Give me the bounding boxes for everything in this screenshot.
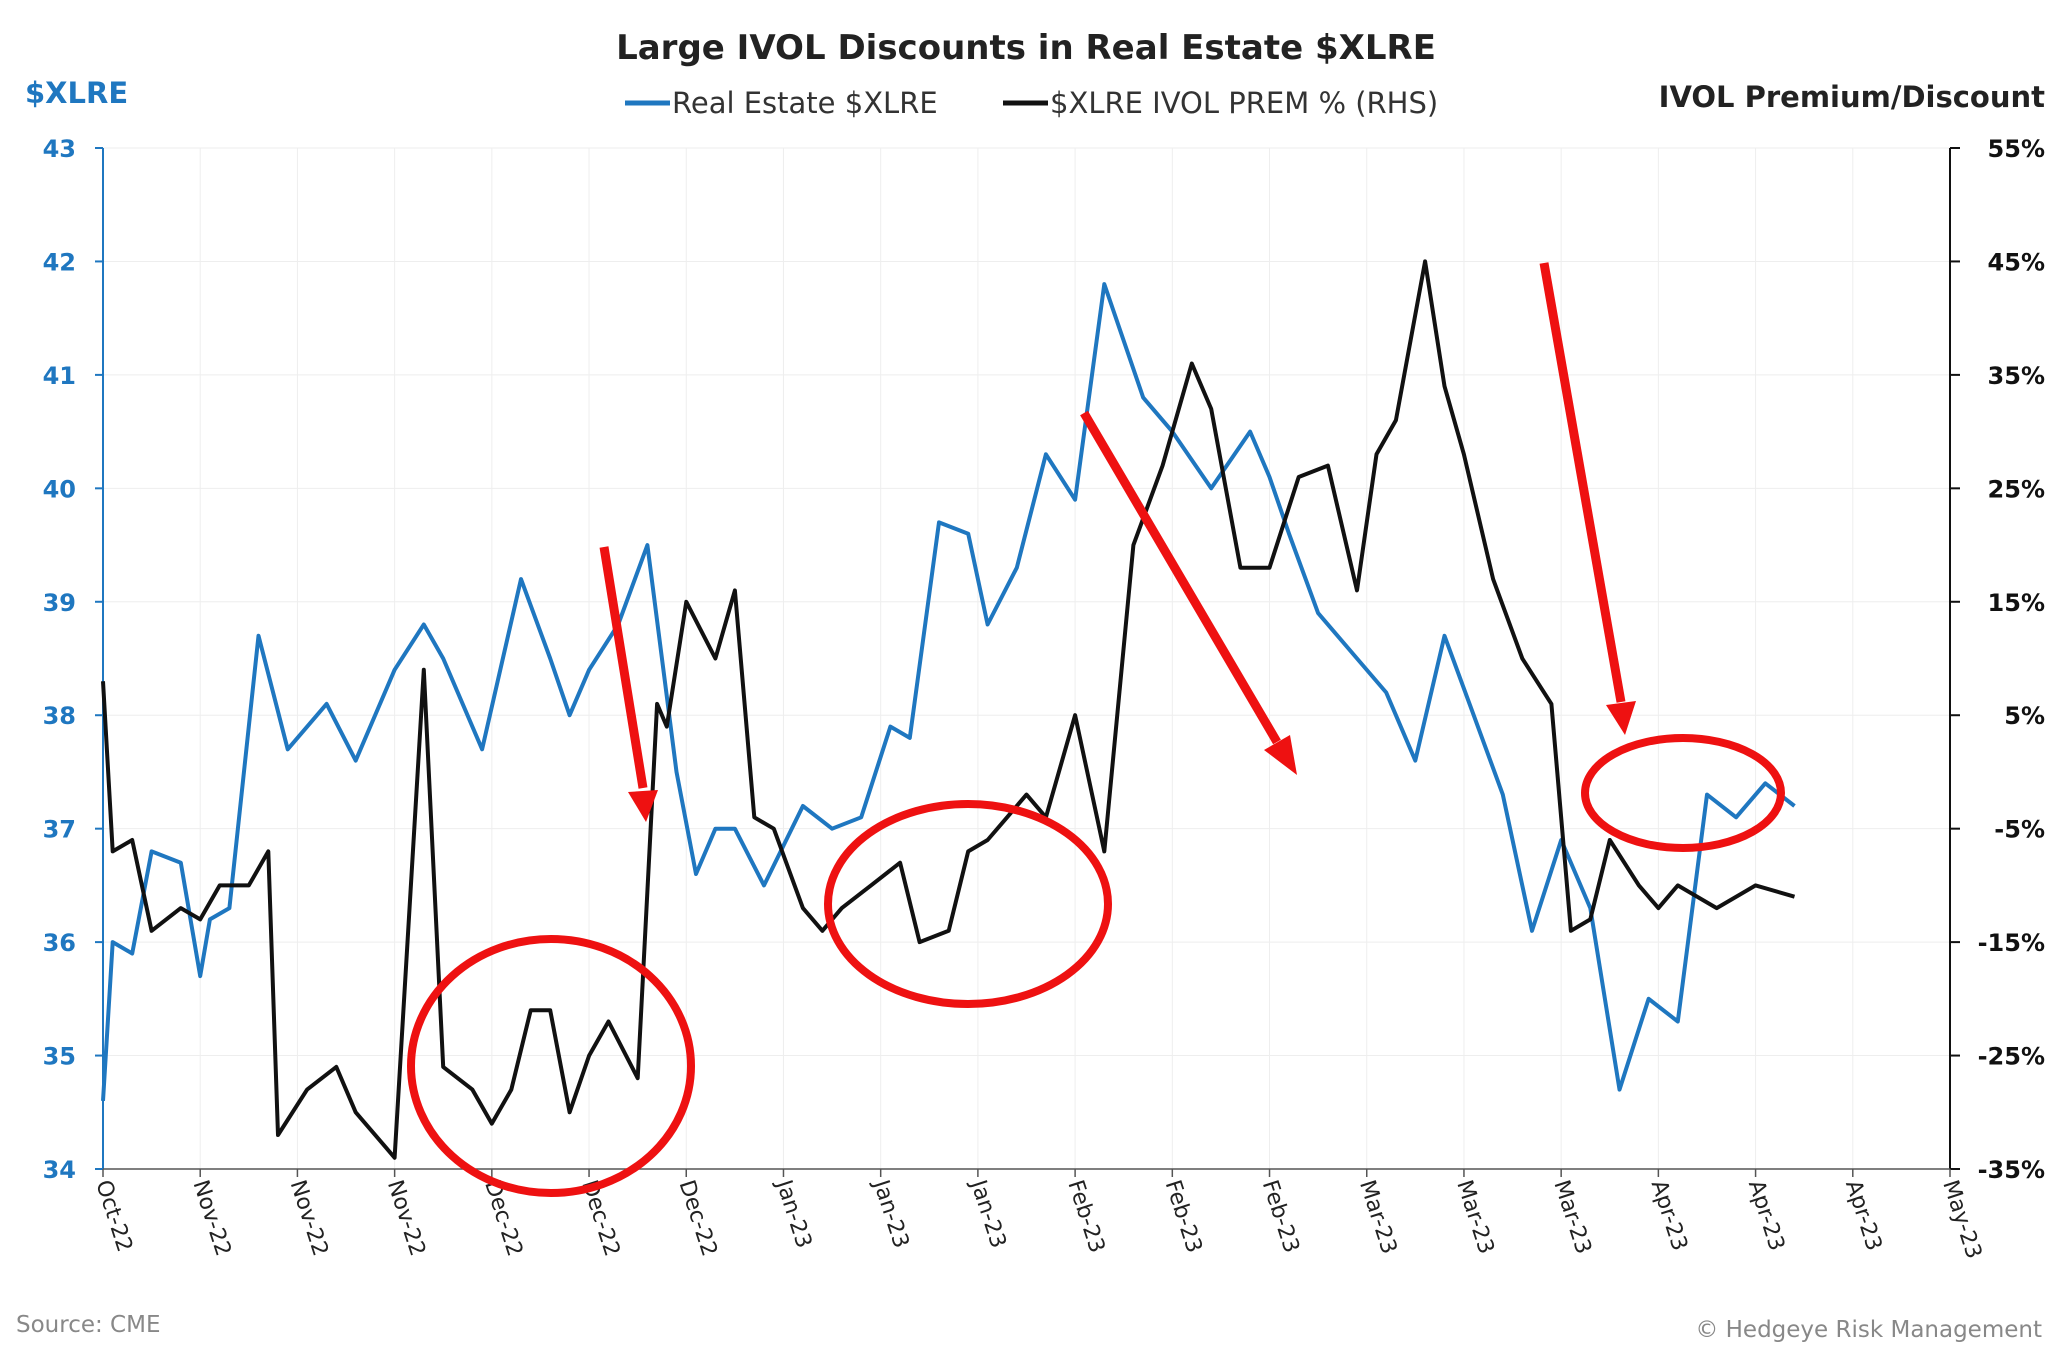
red-circle-jan xyxy=(824,800,1112,1008)
right-tick-label: 35% xyxy=(1988,362,2045,390)
left-tick-label: 39 xyxy=(43,589,76,617)
x-axis-ticks: Oct-22 Nov-22 Nov-22 Nov-22 Dec-22 Dec-22 Dec-… xyxy=(90,1169,1986,1262)
left-tick-label: 34 xyxy=(43,1156,76,1184)
x-tick-label: Mar-23 xyxy=(1354,1177,1401,1257)
right-axis-ticks: -35% -25% -15% -5% 5% 15% 25% 35% 45% 55% xyxy=(1950,135,2045,1184)
legend: Real Estate $XLRE $XLRE IVOL PREM % (RHS… xyxy=(625,86,1438,120)
left-tick-label: 35 xyxy=(43,1043,76,1071)
legend-label-xlre: Real Estate $XLRE xyxy=(672,86,938,120)
legend-label-ivol: $XLRE IVOL PREM % (RHS) xyxy=(1050,86,1438,120)
left-tick-label: 40 xyxy=(43,475,76,503)
left-tick-label: 42 xyxy=(43,248,76,276)
x-tick-label: Nov-22 xyxy=(285,1177,333,1259)
x-tick-label: Feb-23 xyxy=(1160,1177,1207,1256)
right-axis-label: IVOL Premium/Discount xyxy=(1659,80,2045,114)
red-arrow-feb xyxy=(1080,410,1297,775)
x-tick-label: Apr-23 xyxy=(1743,1177,1789,1254)
x-tick-label: Nov-22 xyxy=(382,1177,430,1259)
x-tick-label: Oct-22 xyxy=(90,1177,137,1255)
x-tick-label: Jan-23 xyxy=(770,1175,816,1251)
annotation-layer xyxy=(407,262,1785,1197)
chart-title: Large IVOL Discounts in Real Estate $XLR… xyxy=(616,28,1436,68)
right-tick-label: -5% xyxy=(1994,816,2045,844)
red-circle-dec xyxy=(407,935,695,1197)
x-tick-label: May-23 xyxy=(1937,1177,1986,1262)
grid xyxy=(103,147,1950,1170)
x-tick-label: Dec-22 xyxy=(674,1177,722,1259)
x-tick-label: Jan-23 xyxy=(867,1175,913,1251)
x-tick-label: Apr-23 xyxy=(1646,1177,1692,1254)
left-tick-label: 43 xyxy=(43,135,76,163)
source-note: Source: CME xyxy=(16,1312,161,1338)
x-tick-label: Mar-23 xyxy=(1548,1177,1595,1257)
copyright-note: © Hedgeye Risk Management xyxy=(1695,1317,2042,1343)
left-axis-label: $XLRE xyxy=(25,76,128,110)
series-line-xlre xyxy=(101,282,1796,1102)
x-tick-label: Feb-23 xyxy=(1257,1177,1304,1256)
series-layer xyxy=(101,259,1796,1160)
x-tick-label: Feb-23 xyxy=(1062,1177,1109,1256)
right-tick-label: 5% xyxy=(2004,702,2045,730)
left-tick-label: 38 xyxy=(43,702,76,730)
x-tick-label: Nov-22 xyxy=(188,1177,236,1259)
right-tick-label: 55% xyxy=(1988,135,2045,163)
x-tick-label: Mar-23 xyxy=(1451,1177,1498,1257)
left-tick-label: 37 xyxy=(43,816,76,844)
series-line-ivol-prem xyxy=(101,259,1796,1160)
left-tick-label: 36 xyxy=(43,929,76,957)
red-arrow-dec xyxy=(599,546,658,822)
right-tick-label: 25% xyxy=(1988,475,2045,503)
x-tick-label: Jan-23 xyxy=(965,1175,1011,1251)
red-circle-apr xyxy=(1581,734,1785,852)
right-tick-label: -35% xyxy=(1978,1156,2045,1184)
right-tick-label: 45% xyxy=(1988,248,2045,276)
x-tick-label: Apr-23 xyxy=(1840,1177,1886,1254)
red-arrow-mar xyxy=(1539,262,1636,735)
left-axis-ticks: 34 35 36 37 38 39 40 41 42 43 xyxy=(43,135,103,1184)
right-tick-label: -25% xyxy=(1978,1043,2045,1071)
right-tick-label: 15% xyxy=(1988,589,2045,617)
left-tick-label: 41 xyxy=(43,362,76,390)
right-tick-label: -15% xyxy=(1978,929,2045,957)
